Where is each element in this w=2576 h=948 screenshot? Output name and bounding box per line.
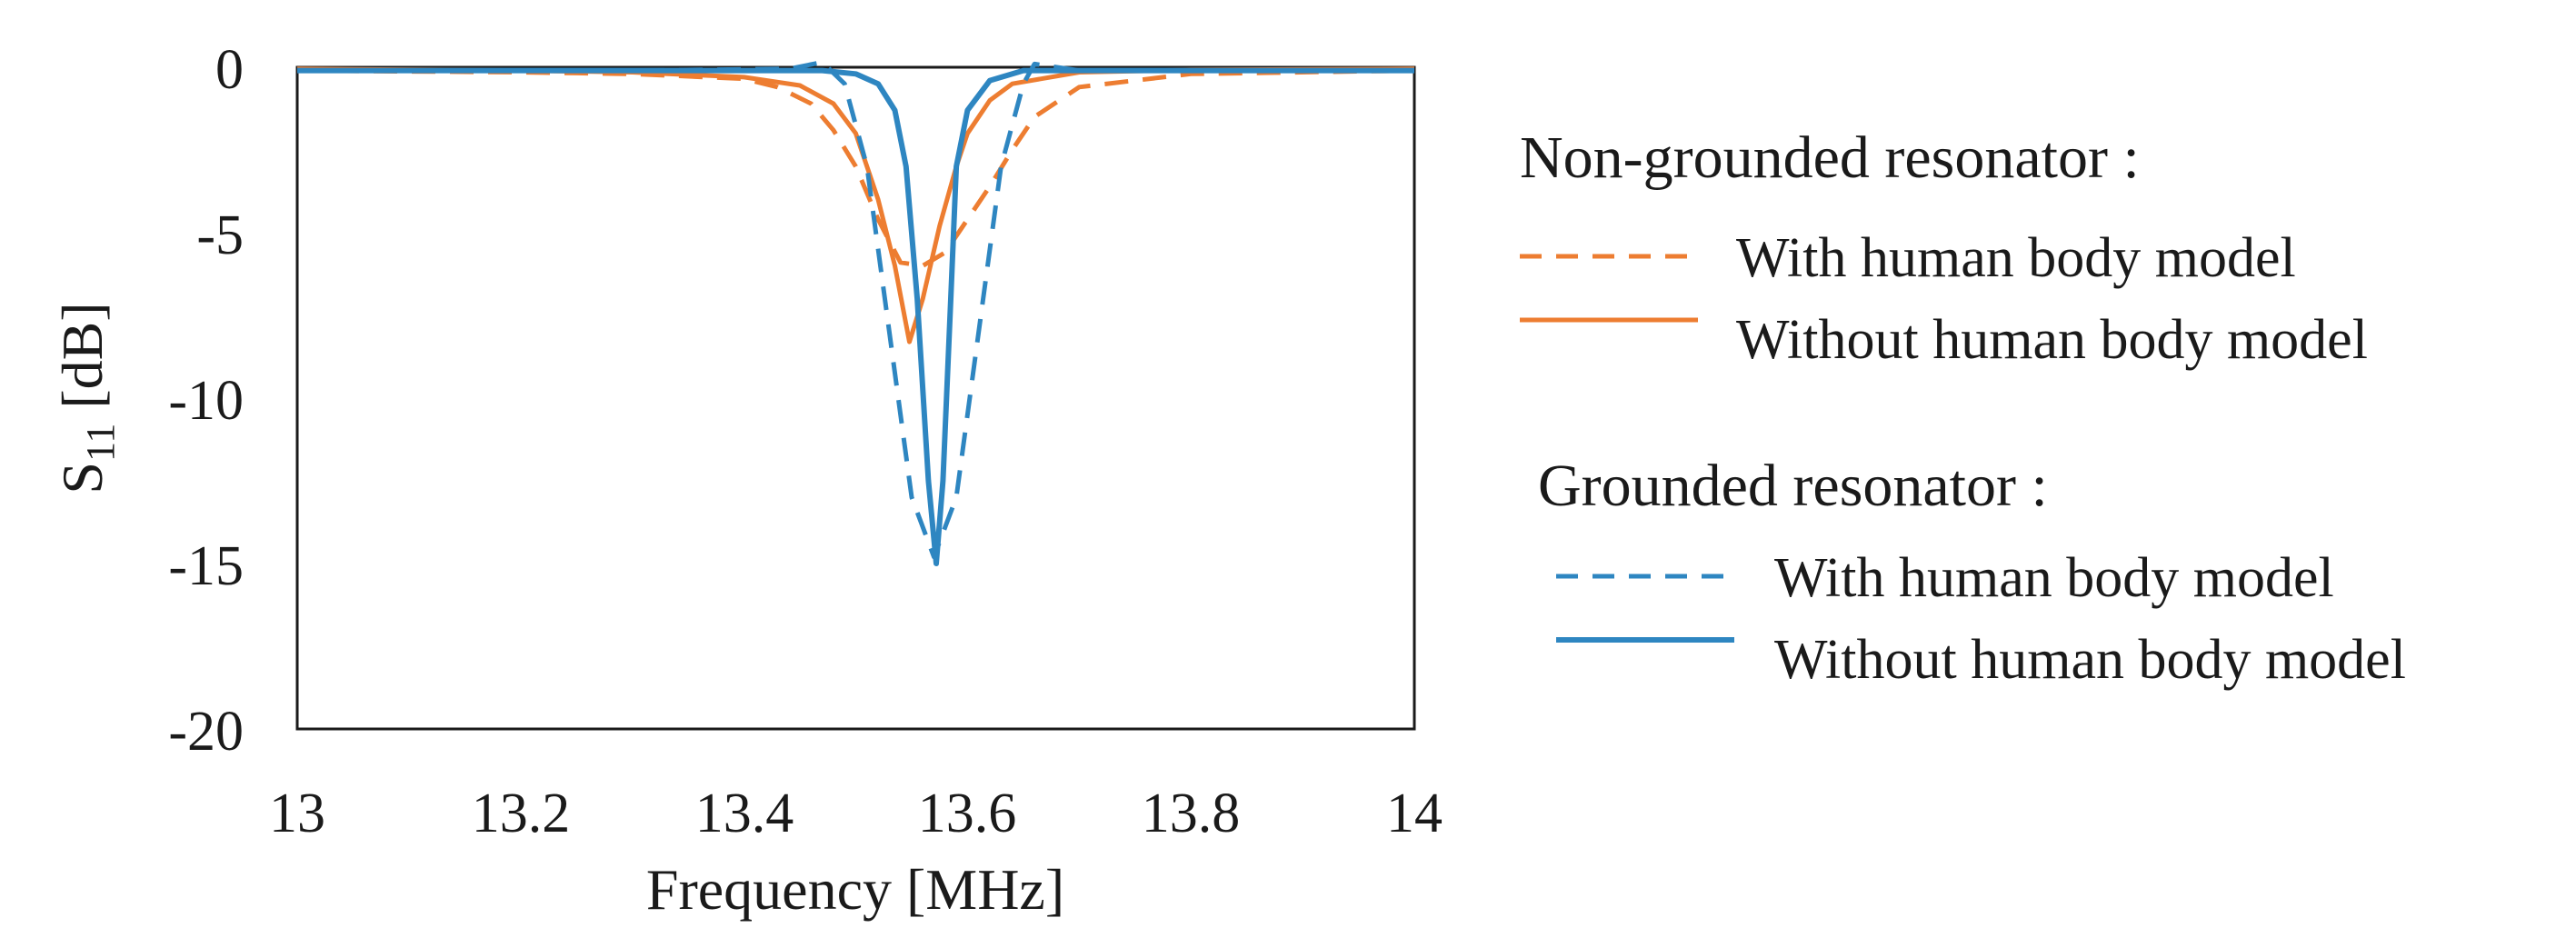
legend-heading-grounded: Grounded resonator :: [1538, 453, 2048, 519]
x-axis-title: Frequency [MHz]: [646, 857, 1064, 922]
y-tick-label: -10: [168, 370, 244, 432]
series-line-grounded-with-body: [297, 60, 1414, 560]
y-axis-title: S11 [dB]: [50, 302, 123, 494]
series-line-nongrounded-with-body: [296, 68, 1415, 268]
y-axis-title-unit: [dB]: [50, 302, 115, 423]
x-tick-label: 13.6: [918, 783, 1017, 844]
legend-label-nongrounded-with-body: With human body model: [1736, 227, 2296, 289]
legend-label-nongrounded-without-body: Without human body model: [1736, 309, 2368, 371]
series-line-nongrounded-without-body: [296, 66, 1415, 344]
x-tick-label: 13.4: [695, 783, 794, 844]
legend-label-grounded-without-body: Without human body model: [1774, 629, 2406, 691]
legend-label-grounded-with-body: With human body model: [1774, 547, 2334, 609]
y-axis-title-subscript: 11: [78, 424, 123, 462]
legend-heading-nongrounded: Non-grounded resonator :: [1520, 125, 2140, 191]
y-tick-labels: 0 -5 -10 -15 -20: [168, 39, 244, 763]
y-tick-label: 0: [215, 39, 244, 101]
x-tick-label: 13.8: [1142, 783, 1241, 844]
x-tick-labels: 13 13.2 13.4 13.6 13.8 14: [269, 783, 1443, 844]
x-tick-label: 13.2: [472, 783, 571, 844]
plot-area-frame: [295, 65, 1416, 731]
y-tick-label: -15: [168, 535, 244, 597]
legend: Non-grounded resonator : With human body…: [1520, 125, 2406, 691]
x-tick-label: 13: [269, 783, 325, 844]
series-layer: [296, 60, 1415, 566]
x-tick-label: 14: [1386, 783, 1443, 844]
series-line-grounded-without-body: [297, 67, 1414, 566]
y-tick-label: -5: [196, 205, 244, 266]
y-axis-title-base: S: [50, 462, 115, 494]
y-tick-label: -20: [168, 701, 244, 763]
